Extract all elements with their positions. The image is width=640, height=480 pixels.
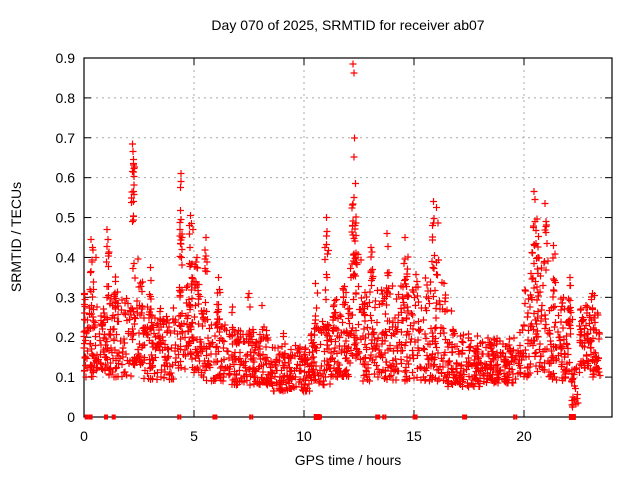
- y-axis-label: SRMTID / TECUs: [8, 182, 24, 292]
- y-tick-label: 0: [67, 409, 75, 425]
- y-tick-label: 0.1: [56, 369, 76, 385]
- x-tick-label: 15: [406, 428, 422, 444]
- x-tick-label: 10: [296, 428, 312, 444]
- plot-border: [83, 57, 613, 418]
- x-axis-label: GPS time / hours: [295, 452, 402, 468]
- chart-title: Day 070 of 2025, SRMTID for receiver ab0…: [211, 17, 484, 33]
- y-tick-label: 0.2: [56, 329, 76, 345]
- x-tick-label: 5: [190, 428, 198, 444]
- x-tick-label: 0: [80, 428, 88, 444]
- data-points: [80, 60, 604, 411]
- y-tick-label: 0.5: [56, 210, 76, 226]
- y-tick-label: 0.7: [56, 130, 76, 146]
- x-tick-label: 20: [516, 428, 532, 444]
- y-tick-label: 0.4: [56, 249, 76, 265]
- y-tick-label: 0.9: [56, 50, 76, 66]
- y-tick-label: 0.6: [56, 170, 76, 186]
- y-tick-label: 0.8: [56, 90, 76, 106]
- y-tick-label: 0.3: [56, 289, 76, 305]
- tick-labels: 0 0.1 0.2 0.3 0.4 0.5 0.6 0.7 0.8 0.9 0 5 10 15 20: [56, 50, 532, 444]
- zero-value-markers: [84, 414, 576, 420]
